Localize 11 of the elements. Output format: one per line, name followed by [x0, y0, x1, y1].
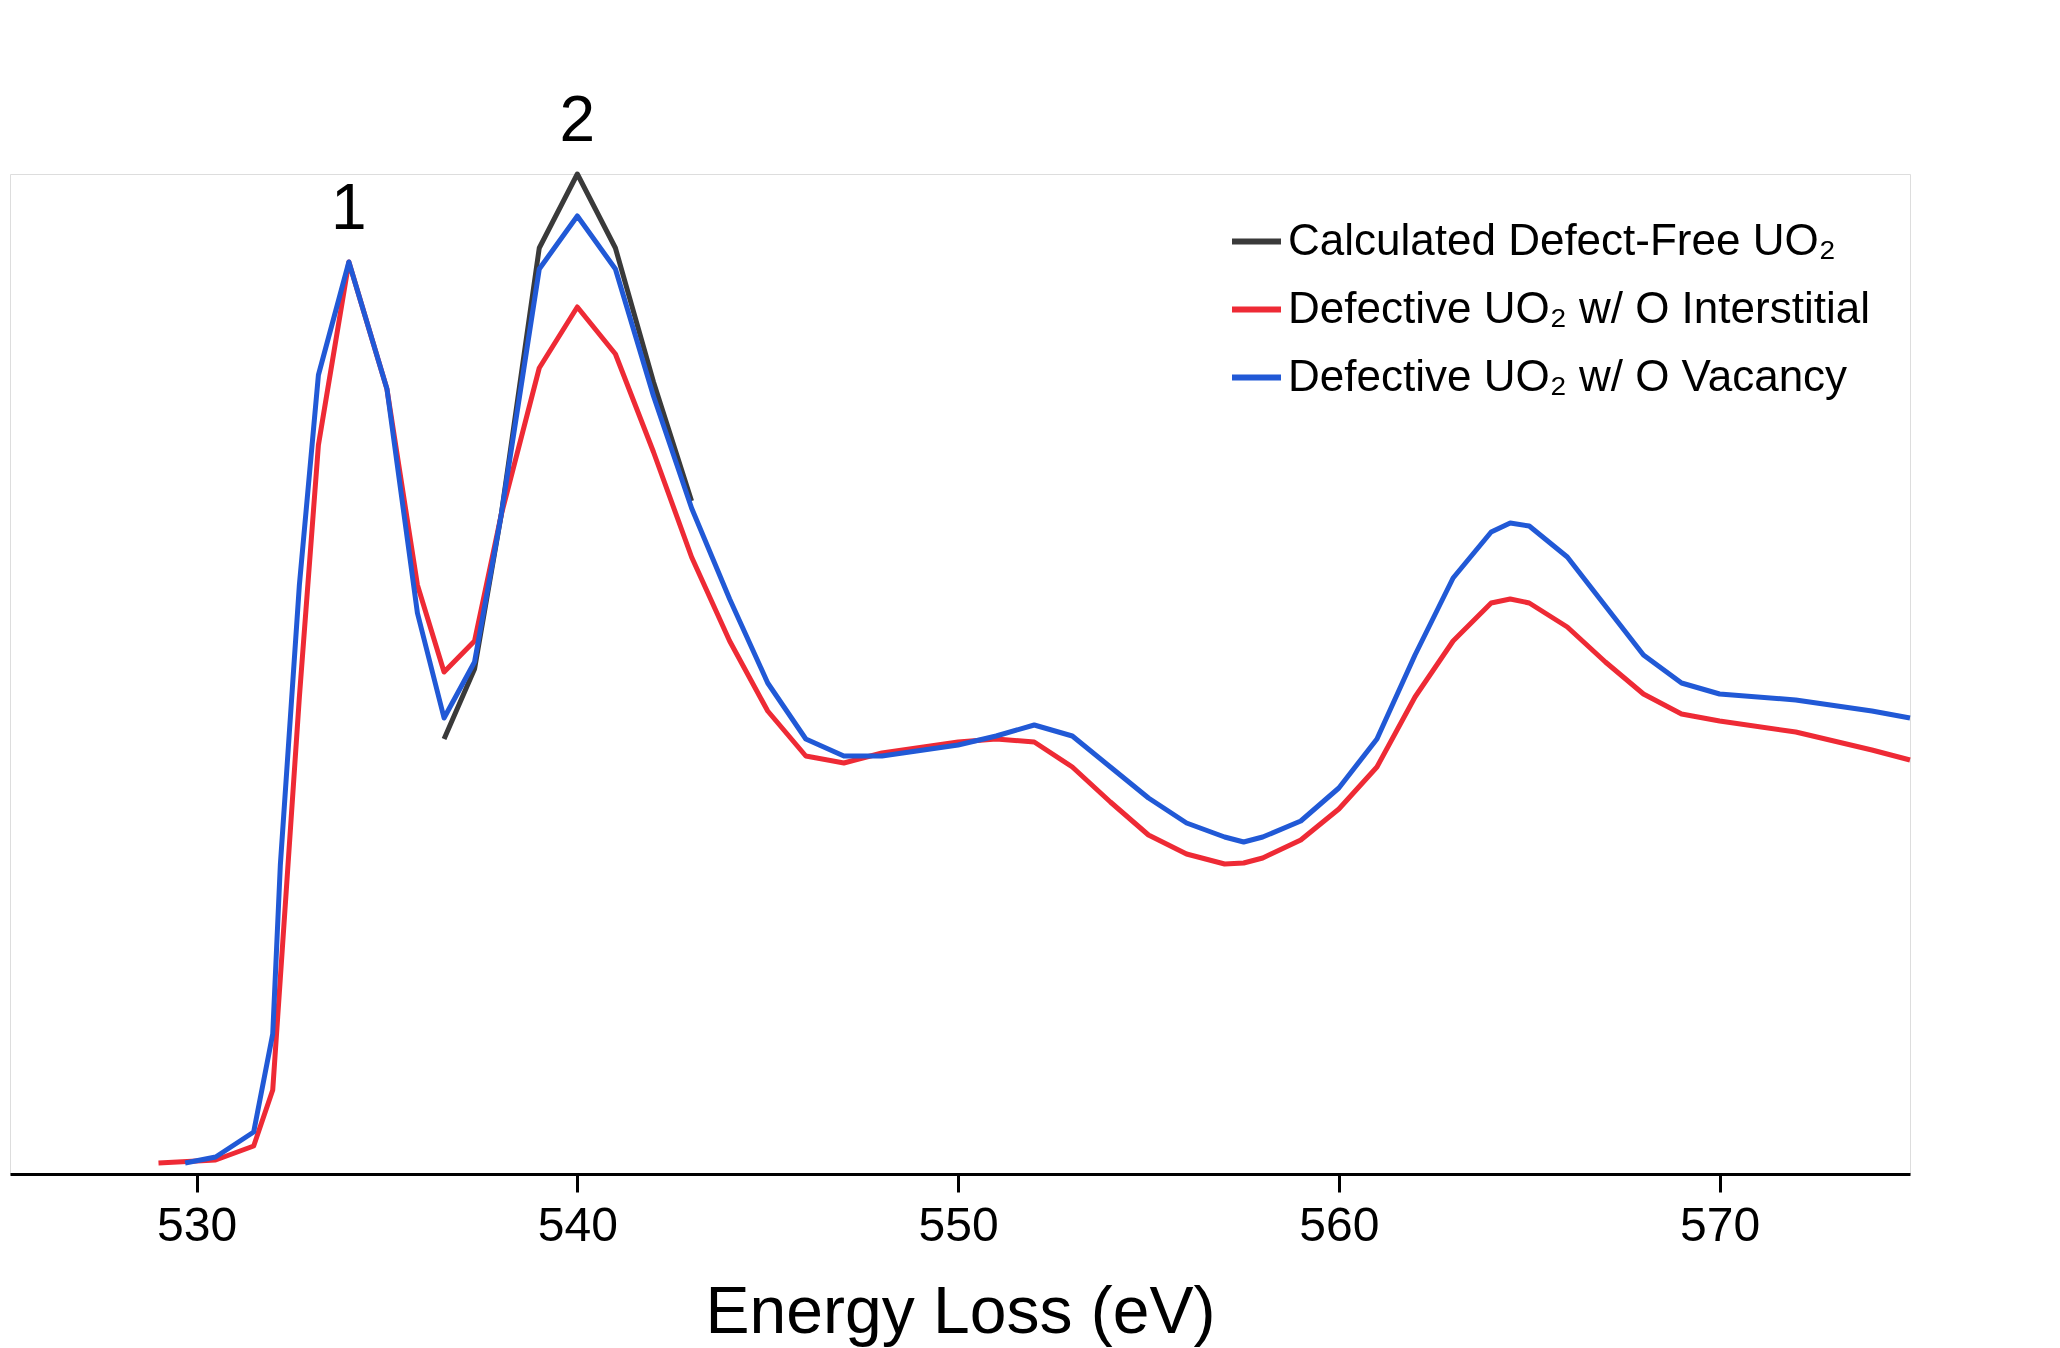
text: 2 — [559, 83, 596, 155]
x-tick-label: 560 — [1299, 1197, 1380, 1251]
legend-label: Defective UO₂ w/ O Vacancy — [1288, 350, 1848, 400]
legend-label: Calculated Defect-Free UO₂ — [1288, 214, 1836, 264]
x-tick-label: 530 — [157, 1197, 238, 1251]
annotation: 1 — [331, 171, 367, 243]
legend-label: Defective UO₂ w/ O Interstitial — [1288, 282, 1870, 332]
x-tick-label: 570 — [1680, 1197, 1761, 1251]
x-tick-label: 540 — [537, 1197, 618, 1251]
x-axis-title: Energy Loss (eV) — [705, 1272, 1216, 1347]
x-tick-label: 550 — [918, 1197, 999, 1251]
